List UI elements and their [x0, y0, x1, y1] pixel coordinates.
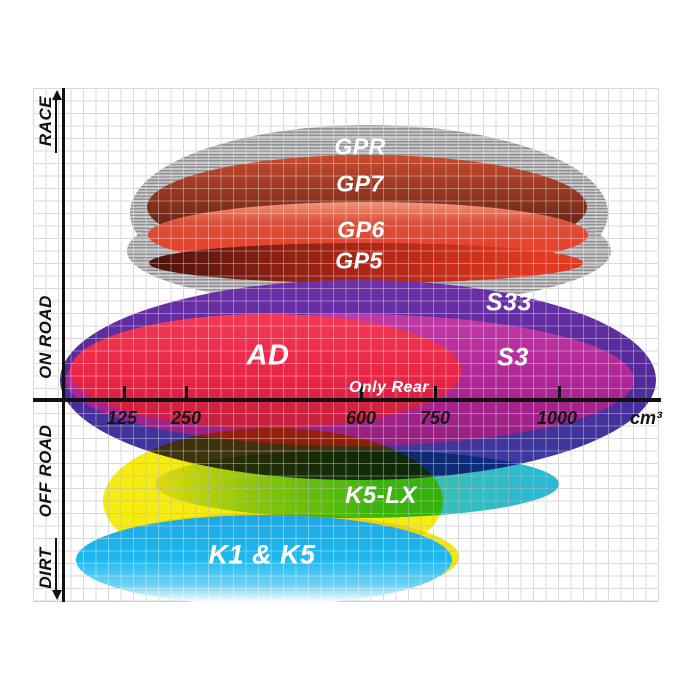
x-axis-unit: cm³: [629, 408, 663, 428]
ellipse-gp5: [149, 243, 583, 283]
gp5-label: GP5: [335, 247, 383, 274]
x-tick-label-750: 750: [419, 408, 451, 428]
x-tick-750: [434, 386, 437, 399]
down-arrow-icon: [52, 590, 62, 600]
y-axis-line: [62, 88, 65, 602]
s3-label: S3: [497, 343, 529, 372]
y-category-dirt: DIRT: [36, 547, 55, 589]
ellipse-k1k5: [76, 515, 452, 605]
k5lx-label: K5-LX: [345, 482, 417, 509]
race-arrow-line: [55, 98, 57, 153]
x-tick-label-250: 250: [170, 408, 202, 428]
x-axis-line: [33, 398, 661, 402]
x-tick-125: [123, 386, 126, 399]
gpr-label: GPR: [334, 133, 386, 160]
x-tick-600: [360, 386, 363, 399]
y-category-on-road: ON ROAD: [36, 295, 55, 379]
s33-label: S33: [486, 288, 532, 317]
ellipse-ad: [70, 314, 462, 428]
k1k5-label: K1 & K5: [208, 539, 316, 570]
y-category-off-road: OFF ROAD: [36, 424, 55, 518]
x-tick-label-1000: 1000: [536, 408, 578, 428]
x-tick-1000: [558, 386, 561, 399]
gp7-label: GP7: [336, 170, 384, 197]
x-tick-label-600: 600: [345, 408, 377, 428]
gp6-label: GP6: [337, 216, 385, 243]
up-arrow-icon: [52, 90, 62, 100]
ad-label: AD: [246, 339, 290, 372]
ellipse-k5lx: [155, 450, 559, 518]
dirt-arrow-line: [55, 538, 57, 592]
x-tick-label-125: 125: [106, 408, 138, 428]
only-rear-annotation: Only Rear: [348, 379, 430, 396]
x-tick-250: [185, 386, 188, 399]
y-category-race: RACE: [36, 95, 55, 147]
